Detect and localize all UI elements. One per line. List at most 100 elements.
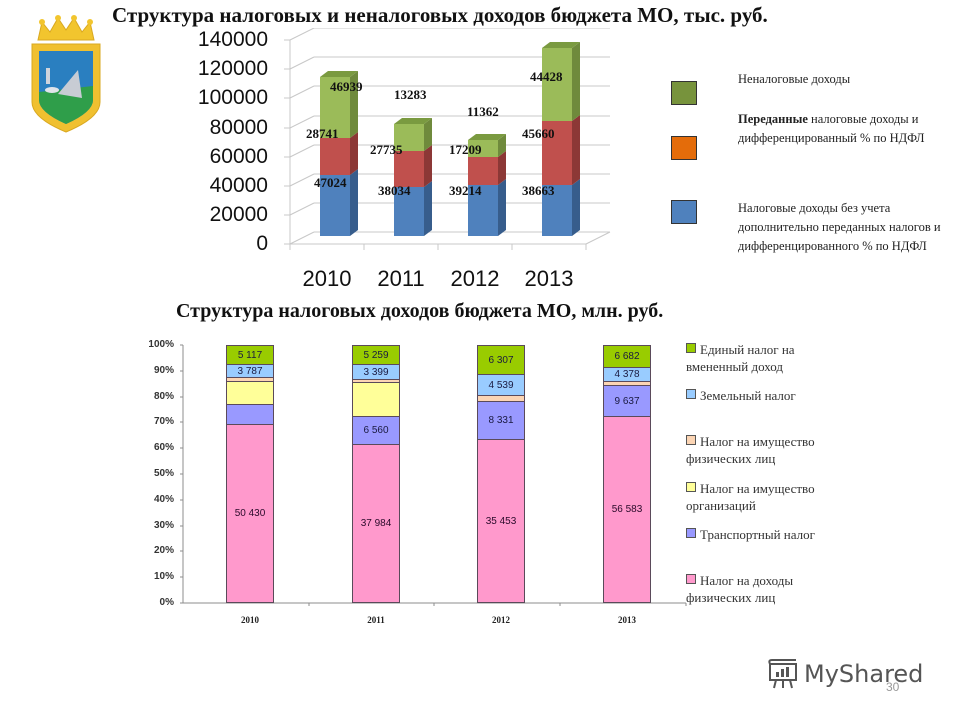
y-tick: 80000: [209, 116, 268, 139]
segment-ndfl: 35 453: [477, 439, 525, 603]
legend-label-rest: налоговые доходы и дифференцированный % …: [738, 112, 925, 145]
data-label: 47024: [314, 175, 347, 190]
y-tick: 20%: [153, 545, 174, 556]
legend-label-nontax: Неналоговые доходы: [738, 72, 851, 86]
y-tick: 100%: [148, 339, 174, 350]
legend-item-ndfl: Налог на доходы физических лиц: [686, 572, 846, 606]
y-tick: 120000: [197, 57, 268, 80]
bar-2012: 6 307 4 539 8 331 35 453: [477, 345, 525, 603]
data-label: 27735: [370, 142, 403, 157]
data-label: 46939: [330, 79, 363, 94]
legend-label: Земельный налог: [700, 388, 796, 403]
segment-transport: [226, 404, 274, 425]
bar-2011: 5 259 3 399 6 560 37 984: [352, 345, 400, 603]
legend-swatch: [686, 435, 696, 445]
segment-envd: 6 307: [477, 345, 525, 375]
legend-swatch-nontax: [671, 81, 697, 105]
segment-ndfl: 56 583: [603, 416, 651, 603]
x-tick: 2012: [492, 615, 510, 625]
data-label: 38034: [378, 183, 411, 198]
bar-2012: [468, 134, 506, 236]
data-label: 44428: [530, 69, 563, 84]
legend-item-envd: Единый налог на вмененный доход: [686, 341, 856, 375]
data-label: 13283: [394, 87, 427, 102]
legend-label-bold: Переданные: [738, 112, 808, 126]
segment-land: 4 539: [477, 374, 525, 396]
bottom-chart-title: Структура налоговых доходов бюджета МО, …: [176, 300, 664, 322]
presentation-board-icon: [768, 659, 797, 689]
data-label: 11362: [467, 104, 499, 119]
data-label: 45660: [522, 126, 555, 141]
y-tick: 10%: [153, 571, 174, 582]
segment-envd: 5 259: [352, 345, 400, 365]
segment-envd: 6 682: [603, 345, 651, 368]
legend-item-land: Земельный налог: [686, 387, 856, 404]
segment-envd: 5 117: [226, 345, 274, 365]
legend-swatch: [686, 343, 696, 353]
legend-label-tax: Налоговые доходы без учета дополнительно…: [738, 201, 941, 253]
legend-item-property-phys: Налог на имущество физических лиц: [686, 433, 836, 467]
segment-land: 4 378: [603, 367, 651, 382]
y-tick: 60%: [153, 442, 174, 453]
legend-swatch: [686, 389, 696, 399]
y-tick: 40000: [209, 174, 268, 197]
y-tick: 100000: [197, 86, 268, 109]
x-tick: 2010: [241, 615, 259, 625]
legend-label: Единый налог на вмененный доход: [686, 342, 795, 374]
legend-item-transport: Транспортный налог: [686, 526, 816, 543]
y-tick: 140000: [197, 28, 268, 51]
y-tick: 40%: [153, 494, 174, 505]
y-tick: 0%: [159, 597, 174, 608]
segment-ndfl: 37 984: [352, 444, 400, 603]
legend-swatch-tax: [671, 200, 697, 224]
bar-2010: 5 117 3 787 50 430: [226, 345, 274, 603]
page-number: 30: [886, 680, 900, 694]
segment-land: 3 399: [352, 364, 400, 380]
watermark-brand: MyShared: [804, 660, 924, 688]
legend-swatch: [686, 528, 696, 538]
legend-swatch-transferred: [671, 136, 697, 160]
y-tick: 0: [256, 232, 268, 255]
x-tick: 2013: [524, 266, 574, 291]
legend-swatch: [686, 482, 696, 492]
bar-2011: [394, 118, 432, 236]
coat-of-arms: [28, 14, 104, 134]
bar-2013: 6 682 4 378 9 637 56 583: [603, 345, 651, 603]
data-label: 39214: [449, 183, 482, 198]
x-tick: 2010: [302, 266, 352, 291]
top-chart-gridlines: [284, 28, 611, 250]
legend-swatch: [686, 574, 696, 584]
segment-transport: 8 331: [477, 401, 525, 440]
legend-label: Налог на доходы физических лиц: [686, 573, 794, 605]
legend-label: Налог на имущество физических лиц: [686, 434, 815, 466]
legend-label-transferred: Переданные налоговые доходы и дифференци…: [738, 110, 943, 148]
x-tick: 2011: [377, 266, 425, 291]
coat-of-arms-icon: [31, 15, 101, 133]
legend-item-property-org: Налог на имущество организаций: [686, 480, 836, 514]
x-tick: 2013: [618, 615, 636, 625]
watermark: MyShared: [766, 656, 926, 692]
segment-transport: 6 560: [352, 416, 400, 445]
legend-label: Налог на имущество организаций: [686, 481, 815, 513]
y-tick: 90%: [153, 365, 174, 376]
y-tick: 60000: [209, 145, 268, 168]
data-label: 28741: [306, 126, 339, 141]
legend-label: Транспортный налог: [700, 527, 815, 542]
x-tick: 2011: [367, 615, 385, 625]
top-chart-title: Структура налоговых и неналоговых доходо…: [112, 3, 768, 27]
y-tick: 70%: [153, 416, 174, 427]
x-tick: 2012: [450, 266, 500, 291]
y-tick: 20000: [209, 203, 268, 226]
segment-transport: 9 637: [603, 385, 651, 417]
segment-property-org: [226, 381, 274, 405]
y-tick: 50%: [153, 468, 174, 479]
segment-land: 3 787: [226, 364, 274, 378]
y-tick: 80%: [153, 391, 174, 402]
data-label: 17209: [449, 142, 482, 157]
bar-2013: [542, 42, 580, 236]
top-chart: [170, 28, 630, 298]
data-label: 38663: [522, 183, 555, 198]
bar-2010: [320, 71, 358, 236]
segment-property-org: [352, 382, 400, 417]
segment-ndfl: 50 430: [226, 424, 274, 603]
